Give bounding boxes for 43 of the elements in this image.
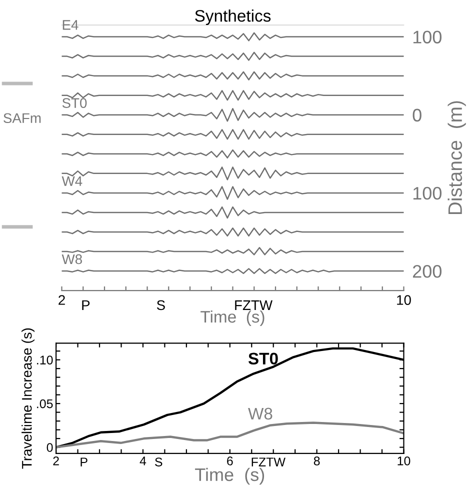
line-series <box>62 227 404 237</box>
line-series <box>62 52 404 61</box>
line-series <box>62 71 404 80</box>
x-axis-title: Time (s) <box>200 310 264 326</box>
line-series <box>62 149 404 158</box>
x-axis-title: Time (s) <box>195 468 264 485</box>
x-tick-label: 6 <box>227 456 233 466</box>
x-tick-label: 2 <box>53 456 59 466</box>
y-axis-title: Traveltime Increase (s) <box>22 328 34 469</box>
x-tick-label: 8 <box>314 456 320 466</box>
chart-title: Synthetics <box>195 10 271 26</box>
line-series <box>62 247 404 256</box>
y-tick-label: 100 <box>413 30 442 44</box>
legend-label: ST0 <box>248 352 278 364</box>
x-tick-label: 2 <box>58 295 65 305</box>
text: FZTW <box>252 458 286 466</box>
y-tick-label: 100 <box>413 186 442 200</box>
line-series <box>56 422 404 448</box>
series-label: W4 <box>62 176 82 186</box>
line-series <box>62 206 404 219</box>
y-tick-label: 0 <box>46 443 53 452</box>
y-tick-label: 200 <box>412 264 442 278</box>
text: P <box>80 458 88 466</box>
x-tick-label: 10 <box>397 295 411 305</box>
y-tick-label: 0 <box>412 108 422 122</box>
series-label: ST0 <box>62 98 87 108</box>
line-series <box>62 108 404 122</box>
line-series <box>62 129 404 140</box>
y-tick-label: .10 <box>37 356 53 364</box>
x-tick-label: 4 <box>140 456 146 466</box>
text: FZTW <box>235 300 273 310</box>
text: P <box>82 300 90 310</box>
line-series <box>62 32 404 42</box>
series-label: W8 <box>248 408 272 420</box>
text: S <box>155 458 162 466</box>
text: SAFm <box>4 113 41 124</box>
line-series <box>62 186 404 200</box>
series-label: E4 <box>62 20 78 30</box>
y-tick-label: .05 <box>37 399 53 408</box>
text: S <box>156 300 165 310</box>
y-axis-title: Distance (m) <box>448 101 466 214</box>
x-tick-label: 10 <box>398 456 410 466</box>
series-label: W8 <box>62 254 82 264</box>
